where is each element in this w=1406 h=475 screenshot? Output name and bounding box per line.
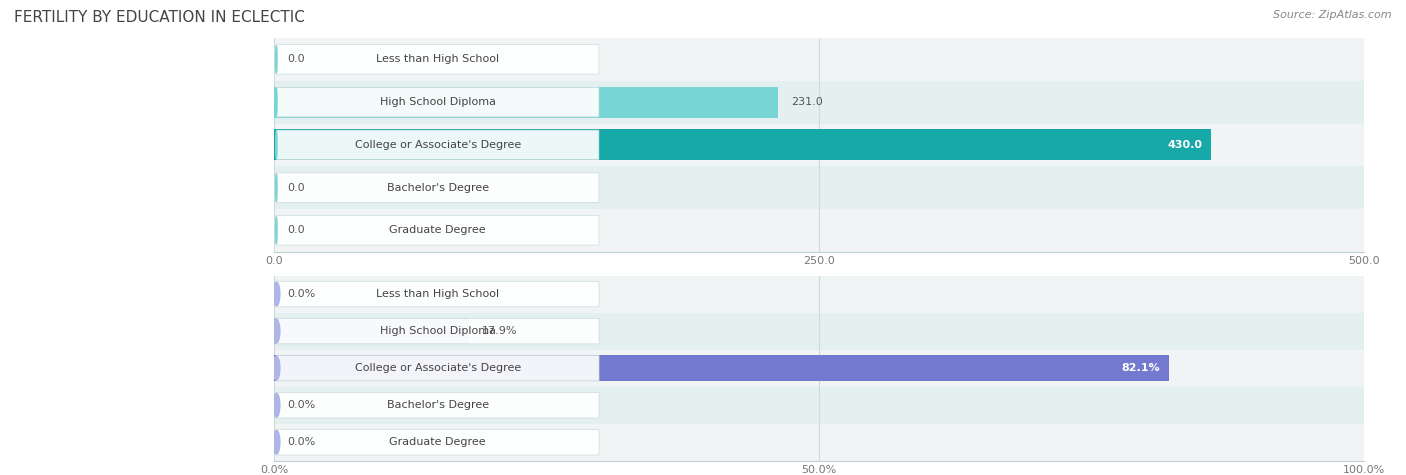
Text: Source: ZipAtlas.com: Source: ZipAtlas.com bbox=[1274, 10, 1392, 19]
Text: Bachelor's Degree: Bachelor's Degree bbox=[387, 400, 489, 410]
Text: Less than High School: Less than High School bbox=[375, 54, 499, 65]
FancyBboxPatch shape bbox=[277, 130, 599, 160]
Text: Less than High School: Less than High School bbox=[377, 289, 499, 299]
FancyBboxPatch shape bbox=[277, 216, 599, 245]
Text: 0.0%: 0.0% bbox=[287, 400, 315, 410]
FancyBboxPatch shape bbox=[276, 392, 599, 418]
Text: 0.0: 0.0 bbox=[287, 54, 305, 65]
Bar bbox=[274, 38, 1364, 81]
Bar bbox=[274, 313, 1364, 350]
FancyBboxPatch shape bbox=[276, 281, 599, 307]
Text: 430.0: 430.0 bbox=[1167, 140, 1202, 150]
Text: High School Diploma: High School Diploma bbox=[380, 326, 496, 336]
Text: 0.0%: 0.0% bbox=[287, 437, 315, 447]
Text: College or Associate's Degree: College or Associate's Degree bbox=[354, 363, 520, 373]
Circle shape bbox=[273, 430, 280, 454]
FancyBboxPatch shape bbox=[277, 45, 599, 74]
Circle shape bbox=[273, 393, 280, 417]
Bar bbox=[274, 166, 1364, 209]
Bar bbox=[274, 318, 470, 344]
Text: 82.1%: 82.1% bbox=[1122, 363, 1160, 373]
Text: 17.9%: 17.9% bbox=[482, 326, 517, 336]
Bar bbox=[274, 424, 1364, 461]
Circle shape bbox=[273, 282, 280, 306]
Bar bbox=[274, 81, 1364, 124]
FancyBboxPatch shape bbox=[276, 429, 599, 455]
FancyBboxPatch shape bbox=[277, 87, 599, 117]
Text: Bachelor's Degree: Bachelor's Degree bbox=[387, 182, 489, 193]
Bar bbox=[274, 276, 1364, 313]
Text: High School Diploma: High School Diploma bbox=[380, 97, 496, 107]
FancyBboxPatch shape bbox=[276, 318, 599, 344]
Bar bbox=[274, 350, 1364, 387]
Text: College or Associate's Degree: College or Associate's Degree bbox=[354, 140, 520, 150]
Bar bbox=[274, 130, 1211, 160]
Text: 0.0%: 0.0% bbox=[287, 289, 315, 299]
Text: 0.0: 0.0 bbox=[287, 225, 305, 236]
FancyBboxPatch shape bbox=[276, 355, 599, 381]
FancyBboxPatch shape bbox=[277, 173, 599, 202]
Bar bbox=[274, 355, 1168, 381]
Text: 0.0: 0.0 bbox=[287, 182, 305, 193]
Bar bbox=[274, 87, 778, 117]
Bar bbox=[274, 387, 1364, 424]
Text: FERTILITY BY EDUCATION IN ECLECTIC: FERTILITY BY EDUCATION IN ECLECTIC bbox=[14, 10, 305, 25]
Circle shape bbox=[273, 356, 280, 380]
Text: Graduate Degree: Graduate Degree bbox=[389, 225, 486, 236]
Text: Graduate Degree: Graduate Degree bbox=[389, 437, 486, 447]
Bar bbox=[274, 209, 1364, 252]
Bar bbox=[274, 124, 1364, 166]
Text: 231.0: 231.0 bbox=[790, 97, 823, 107]
Circle shape bbox=[273, 319, 280, 343]
